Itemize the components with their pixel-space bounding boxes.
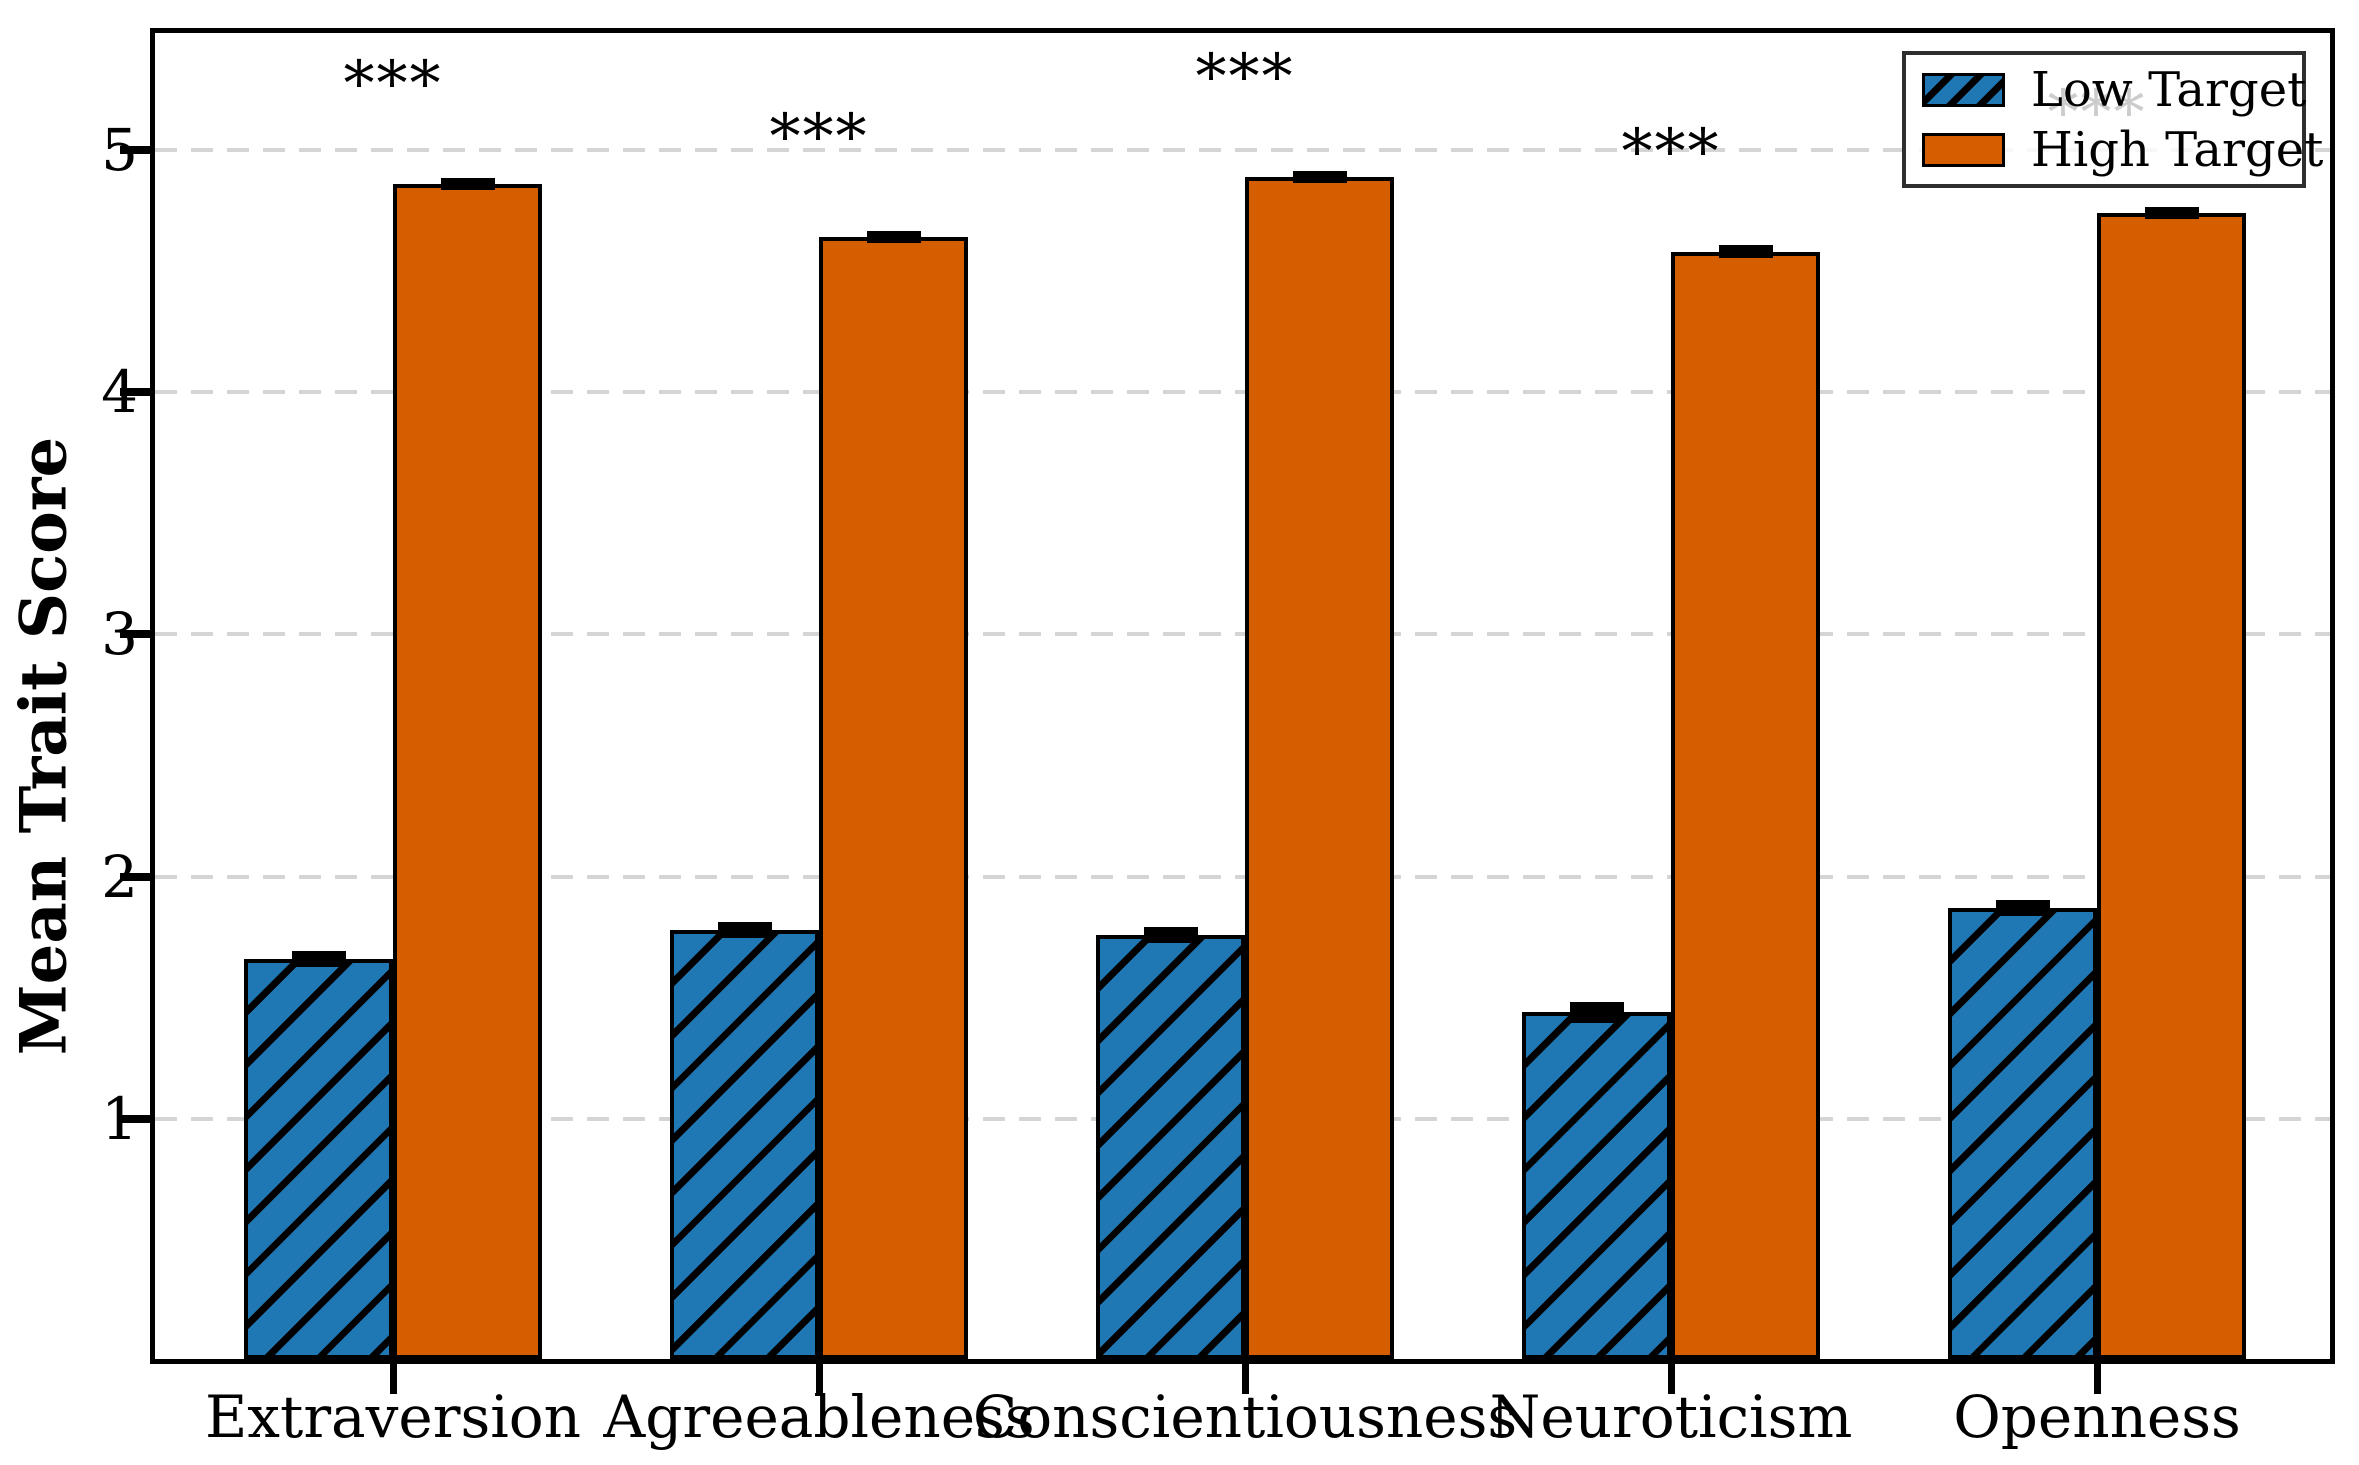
y-tick-label-5: 5	[101, 116, 138, 184]
gridline-y-5	[155, 148, 2330, 152]
bar-high-agreeableness	[819, 237, 968, 1359]
y-tick-5	[120, 146, 150, 154]
bar-high-neuroticism	[1671, 251, 1820, 1359]
legend-swatch-high-target	[1922, 132, 2005, 167]
y-tick-label-3: 3	[101, 600, 138, 669]
x-tick-label-openness: Openness	[1953, 1383, 2241, 1451]
error-bar-low-openness	[1995, 900, 2050, 917]
error-bar-high-neuroticism	[1718, 245, 1773, 259]
bar-low-neuroticism	[1522, 1012, 1671, 1359]
bar-low-conscientiousness	[1096, 934, 1245, 1359]
error-bar-low-extraversion	[291, 950, 346, 967]
error-bar-low-conscientiousness	[1143, 926, 1198, 943]
bar-high-conscientiousness	[1245, 176, 1394, 1359]
x-tick-label-neuroticism: Neuroticism	[1489, 1383, 1853, 1451]
x-tick-extraversion	[390, 1364, 397, 1394]
y-tick-label-4: 4	[101, 358, 138, 427]
x-tick-conscientiousness	[1242, 1364, 1249, 1394]
error-bar-high-extraversion	[440, 177, 495, 190]
gridline-y-4	[155, 390, 2330, 395]
significance-stars-extraversion: ***	[343, 46, 443, 120]
gridline-y-3	[155, 632, 2330, 637]
x-tick-agreeableness	[816, 1364, 823, 1394]
y-tick-label-2: 2	[101, 842, 138, 911]
significance-stars-neuroticism: ***	[1621, 114, 1721, 188]
significance-stars-conscientiousness: ***	[1195, 39, 1295, 113]
significance-stars-agreeableness: ***	[769, 100, 869, 174]
bar-low-extraversion	[244, 958, 393, 1359]
error-bar-low-neuroticism	[1569, 1001, 1624, 1023]
gridline-y-2	[155, 874, 2330, 879]
y-tick-label-1: 1	[101, 1084, 138, 1153]
x-tick-openness	[2094, 1364, 2101, 1394]
bar-low-openness	[1948, 908, 2097, 1359]
y-tick-4	[120, 388, 150, 397]
y-tick-2	[120, 872, 150, 881]
y-tick-1	[120, 1114, 150, 1123]
legend: Low Target High Target	[1902, 51, 2323, 188]
x-tick-label-conscientiousness: Conscientiousness	[972, 1383, 1518, 1451]
error-bar-low-agreeableness	[717, 921, 772, 938]
y-tick-3	[120, 630, 150, 639]
x-tick-label-agreeableness: Agreeableness	[603, 1383, 1035, 1451]
y-axis-title: Mean Trait Score	[6, 436, 82, 1056]
legend-label-low-target: Low Target	[2031, 61, 2307, 118]
error-bar-high-conscientiousness	[1292, 170, 1347, 183]
legend-label-high-target: High Target	[2031, 121, 2324, 178]
x-tick-label-extraversion: Extraversion	[204, 1383, 582, 1451]
bar-low-agreeableness	[670, 929, 819, 1359]
error-bar-high-agreeableness	[866, 231, 921, 244]
legend-item-low-target: Low Target	[1922, 65, 2306, 115]
legend-item-high-target: High Target	[1922, 125, 2323, 175]
bar-high-openness	[2097, 212, 2246, 1359]
bar-high-extraversion	[393, 183, 542, 1359]
legend-swatch-low-target	[1922, 72, 2005, 107]
x-tick-neuroticism	[1668, 1364, 1675, 1394]
error-bar-high-openness	[2144, 206, 2199, 219]
